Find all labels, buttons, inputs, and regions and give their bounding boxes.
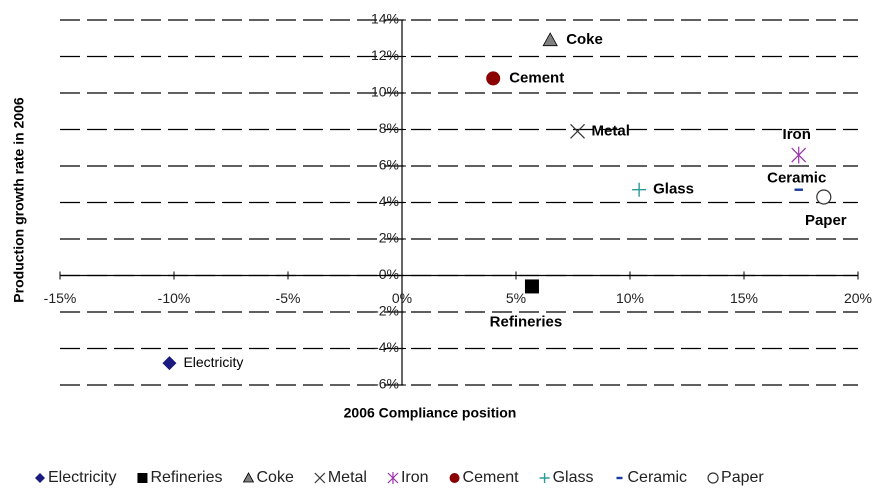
legend-label: Paper	[721, 469, 764, 486]
x-tick-label: 20%	[844, 290, 872, 306]
point-label: Coke	[566, 31, 603, 48]
legend: Electricity Refineries Coke Metal Iron Cement…	[35, 469, 764, 486]
point-label: Cement	[509, 69, 564, 86]
point	[791, 146, 807, 164]
y-tick-label: 2%	[379, 230, 399, 246]
series: Paper	[805, 189, 847, 229]
series: Ceramic	[767, 170, 826, 191]
y-tick-label: 8%	[379, 120, 399, 136]
series: Refineries	[490, 279, 563, 330]
legend-marker	[242, 472, 255, 483]
x-tick-label: -15%	[44, 290, 77, 306]
legend-marker	[616, 476, 623, 480]
point-label: Ceramic	[767, 170, 826, 187]
x-tick-label: 0%	[392, 290, 412, 306]
legend-label: Glass	[553, 469, 594, 486]
point-label: Metal	[592, 122, 630, 139]
point-label: Refineries	[490, 313, 563, 330]
legend-marker	[387, 472, 399, 484]
y-axis-title: Production growth rate in 2006	[11, 97, 27, 303]
legend-label: Coke	[256, 469, 293, 486]
y-tick-label: 0%	[379, 266, 399, 282]
y-tick-label: 12%	[371, 47, 399, 63]
x-tick-label: 10%	[616, 290, 644, 306]
series: Cement	[486, 69, 564, 86]
series: Metal	[570, 122, 630, 139]
x-axis-title: 2006 Compliance position	[344, 405, 517, 421]
series: Coke	[542, 31, 603, 48]
legend-label: Electricity	[48, 469, 116, 486]
legend-marker	[707, 472, 719, 484]
point-label: Iron	[783, 126, 811, 143]
legend-label: Refineries	[150, 469, 222, 486]
legend-marker	[314, 472, 326, 484]
x-tick-label: 15%	[730, 290, 758, 306]
series: Iron	[783, 126, 811, 164]
point	[570, 123, 585, 139]
legend-label: Iron	[401, 469, 429, 486]
point	[542, 32, 558, 47]
legend-marker	[449, 473, 460, 483]
point	[816, 189, 832, 205]
y-tick-label: -2%	[374, 303, 399, 319]
point	[794, 188, 803, 191]
legend-marker	[539, 473, 550, 483]
x-tick-label: -5%	[276, 290, 301, 306]
series: Glass	[632, 181, 694, 198]
legend-label: Cement	[463, 469, 520, 486]
y-tick-label: -6%	[374, 376, 399, 392]
series: Electricity	[162, 354, 243, 371]
point-label: Paper	[805, 212, 847, 229]
legend-label: Metal	[328, 469, 367, 486]
legend-marker	[137, 473, 148, 483]
y-tick-label: 14%	[371, 11, 399, 27]
x-tick-label: -10%	[158, 290, 191, 306]
point	[162, 356, 177, 371]
legend-marker	[35, 473, 45, 483]
y-tick-label: 4%	[379, 193, 399, 209]
y-tick-label: 6%	[379, 157, 399, 173]
x-tick-label: 5%	[506, 290, 526, 306]
y-tick-label: 10%	[371, 84, 399, 100]
y-tick-label: -4%	[374, 339, 399, 355]
point	[632, 182, 647, 197]
point-label: Electricity	[183, 354, 243, 370]
point-label: Glass	[653, 181, 694, 198]
point	[486, 71, 501, 86]
legend-label: Ceramic	[627, 469, 687, 486]
point	[524, 279, 539, 294]
